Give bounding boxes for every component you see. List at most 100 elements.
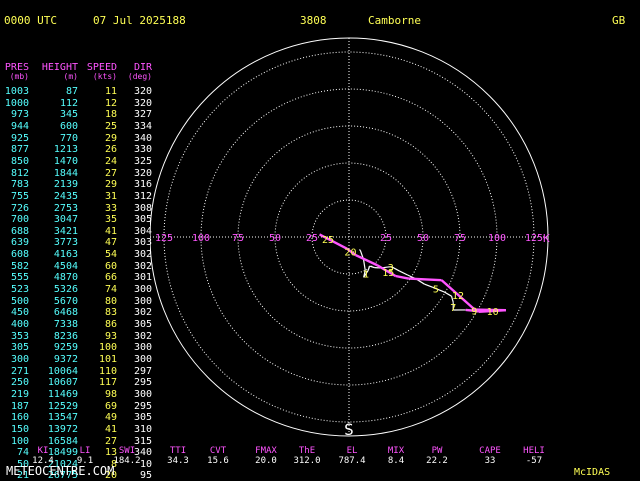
cell-pres: 523 [0, 284, 29, 295]
cell-speed: 25 [77, 121, 117, 132]
observation-time: 0000 UTC [4, 15, 57, 27]
cell-pres: 944 [0, 121, 29, 132]
cell-dir: 302 [118, 331, 152, 342]
cell-speed: 24 [77, 156, 117, 167]
cell-dir: 320 [118, 86, 152, 97]
hodograph-tick-label: 50 [417, 233, 429, 244]
hodograph-height-marker: 10 [487, 307, 499, 318]
hodograph-tick-label: 125 [155, 233, 173, 244]
index-label-pw: PW [411, 446, 463, 456]
cell-speed: 47 [77, 237, 117, 248]
hodograph-trace-segment [395, 276, 408, 279]
footer-software: McIDAS [574, 467, 610, 479]
cell-speed: 35 [77, 214, 117, 225]
cell-height: 13547 [28, 412, 78, 423]
cell-speed: 83 [77, 307, 117, 318]
footer-site: METEOCENTRE.COM [6, 465, 114, 477]
cell-pres: 305 [0, 342, 29, 353]
hodograph-height-marker: 9 [471, 307, 477, 318]
cell-height: 3421 [28, 226, 78, 237]
cell-height: 2753 [28, 203, 78, 214]
cell-dir: 300 [118, 342, 152, 353]
cell-height: 1844 [28, 168, 78, 179]
cell-dir: 334 [118, 121, 152, 132]
hodograph-tick-label: 25 [380, 233, 392, 244]
cell-height: 1470 [28, 156, 78, 167]
hodograph-trace-segment [356, 255, 378, 265]
cell-pres: 353 [0, 331, 29, 342]
hodograph-trace-segment [444, 292, 452, 296]
hodograph: NSKTS12510075502525507510012513579101215… [150, 35, 550, 445]
cell-height: 2139 [28, 179, 78, 190]
cell-dir: 302 [118, 249, 152, 260]
hodograph-south-label: S [344, 420, 354, 439]
cell-speed: 41 [77, 226, 117, 237]
cell-dir: 327 [118, 109, 152, 120]
cell-speed: 27 [77, 168, 117, 179]
cell-dir: 305 [118, 214, 152, 225]
cell-dir: 297 [118, 366, 152, 377]
cell-dir: 305 [118, 412, 152, 423]
cell-dir: 304 [118, 226, 152, 237]
cell-speed: 110 [77, 366, 117, 377]
cell-pres: 219 [0, 389, 29, 400]
cell-height: 345 [28, 109, 78, 120]
hodograph-height-marker: 7 [450, 303, 456, 314]
observation-date: 07 Jul 2025188 [93, 15, 186, 27]
cell-pres: 160 [0, 412, 29, 423]
cell-height: 9372 [28, 354, 78, 365]
index-label-heli: HELI [508, 446, 560, 456]
hodograph-trace-segment [408, 279, 441, 281]
station-id: 3808 [300, 15, 327, 27]
cell-dir: 302 [118, 261, 152, 272]
cell-speed: 74 [77, 284, 117, 295]
hodograph-height-marker: 15 [382, 268, 394, 279]
cell-height: 112 [28, 98, 78, 109]
cell-speed: 100 [77, 342, 117, 353]
cell-pres: 726 [0, 203, 29, 214]
cell-pres: 688 [0, 226, 29, 237]
cell-pres: 555 [0, 272, 29, 283]
hodograph-tick-label: 100 [192, 233, 210, 244]
cell-pres: 582 [0, 261, 29, 272]
cell-speed: 98 [77, 389, 117, 400]
cell-height: 10064 [28, 366, 78, 377]
cell-speed: 26 [77, 144, 117, 155]
col-unit-dir: (deg) [118, 73, 152, 81]
cell-speed: 11 [77, 86, 117, 97]
cell-pres: 450 [0, 307, 29, 318]
hodograph-tick-label: 75 [454, 233, 466, 244]
cell-speed: 29 [77, 179, 117, 190]
cell-pres: 755 [0, 191, 29, 202]
cell-height: 4163 [28, 249, 78, 260]
cell-speed: 69 [77, 401, 117, 412]
hodograph-height-marker: 5 [433, 285, 439, 296]
cell-height: 5326 [28, 284, 78, 295]
cell-dir: 300 [118, 284, 152, 295]
hodograph-height-marker: 20 [344, 247, 356, 258]
cell-speed: 18 [77, 109, 117, 120]
cell-pres: 877 [0, 144, 29, 155]
cell-height: 3047 [28, 214, 78, 225]
cell-height: 11469 [28, 389, 78, 400]
cell-pres: 300 [0, 354, 29, 365]
cell-dir: 295 [118, 401, 152, 412]
hodograph-tick-label: 125 [525, 233, 543, 244]
cell-speed: 66 [77, 272, 117, 283]
cell-dir: 325 [118, 156, 152, 167]
hodograph-tick-label: 50 [269, 233, 281, 244]
cell-height: 3773 [28, 237, 78, 248]
cell-height: 600 [28, 121, 78, 132]
hodograph-height-marker: 12 [452, 291, 464, 302]
col-unit-pres: (mb) [0, 73, 29, 81]
cell-height: 4504 [28, 261, 78, 272]
hodograph-tick-label: 25 [306, 233, 318, 244]
cell-pres: 500 [0, 296, 29, 307]
cell-speed: 41 [77, 424, 117, 435]
hodograph-tick-label: 100 [488, 233, 506, 244]
index-label-swi: SWI [101, 446, 153, 456]
cell-height: 87 [28, 86, 78, 97]
cell-pres: 608 [0, 249, 29, 260]
cell-speed: 101 [77, 354, 117, 365]
cell-height: 13972 [28, 424, 78, 435]
